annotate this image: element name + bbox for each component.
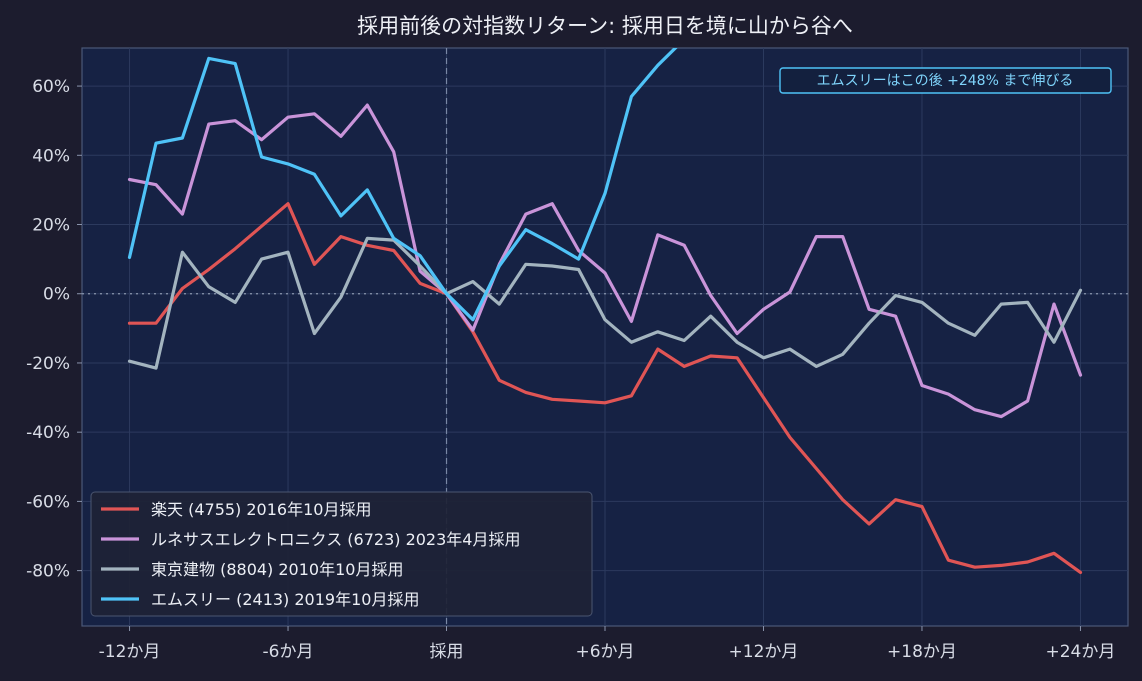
y-tick-label: 40% [32, 146, 70, 166]
legend-label: エムスリー (2413) 2019年10月採用 [151, 590, 419, 609]
x-tick-label: +18か月 [887, 642, 957, 662]
y-tick-label: -40% [26, 423, 70, 443]
legend-label: 楽天 (4755) 2016年10月採用 [151, 500, 371, 519]
x-tick-label: -6か月 [263, 642, 314, 662]
series-lines [127, 48, 1083, 575]
legend-box [90, 491, 593, 617]
y-tick-label: 20% [32, 216, 70, 236]
chart-title: 採用前後の対指数リターン: 採用日を境に山から谷へ [357, 14, 853, 38]
x-tick-label: +24か月 [1046, 642, 1116, 662]
x-tick-label: +6か月 [575, 642, 634, 662]
y-tick-label: -60% [26, 492, 70, 512]
series-line [127, 103, 1083, 419]
y-tick-label: 0% [43, 285, 70, 305]
legend-label: ルネサスエレクトロニクス (6723) 2023年4月採用 [151, 530, 520, 549]
series-line [127, 48, 678, 322]
y-tick-label: -80% [26, 562, 70, 582]
x-tick-label: +12か月 [729, 642, 799, 662]
annotation-box: エムスリーはこの後 +248% まで伸びる [779, 67, 1112, 94]
series-line [127, 236, 1083, 370]
x-axis-ticks: -12か月 -6か月 採用 +6か月 +12か月 +18か月 +24か月 [99, 626, 1116, 662]
y-axis-ticks: 60% 40% 20% 0% -20% -40% -60% -80% [26, 77, 82, 582]
series-line [127, 202, 1083, 575]
y-tick-label: -20% [26, 354, 70, 374]
legend-label: 東京建物 (8804) 2010年10月採用 [151, 560, 403, 579]
x-tick-label: -12か月 [99, 642, 161, 662]
annotation-text: エムスリーはこの後 +248% まで伸びる [817, 73, 1074, 89]
y-tick-label: 60% [32, 77, 70, 97]
x-tick-label: 採用 [430, 642, 464, 662]
annotation-frame [779, 67, 1112, 94]
